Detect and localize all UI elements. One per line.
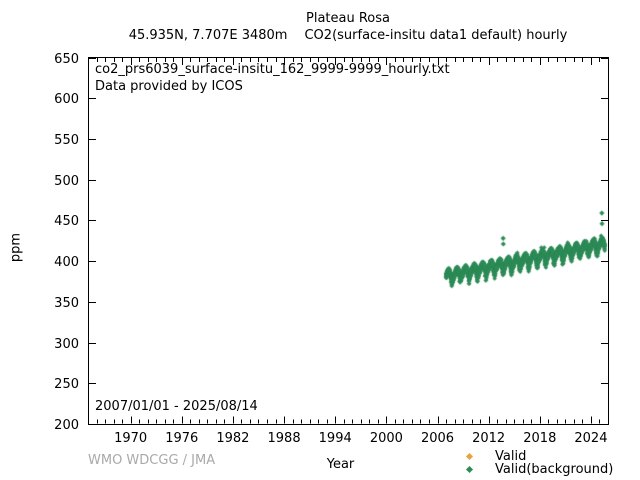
dataset-filename: co2_prs6039_surface-insitu_162_9999-9999… <box>95 62 450 77</box>
x-tick-label-2012: 2012 <box>472 431 505 446</box>
y-tick-label-650: 650 <box>54 52 79 67</box>
legend-item-valid-background: Valid(background) <box>463 462 614 477</box>
plot-subtitle: 45.935N, 7.707E 3480m CO2(surface-insitu… <box>88 28 608 43</box>
station-coordinates: 45.935N, 7.707E 3480m <box>128 28 288 43</box>
y-tick-label-450: 450 <box>54 214 79 229</box>
x-axis-label: Year <box>326 457 355 472</box>
y-tick-label-350: 350 <box>54 296 79 311</box>
legend-item-valid: Valid <box>463 449 613 464</box>
y-axis-label: ppm <box>8 232 24 263</box>
y-tick-label-300: 300 <box>54 337 79 352</box>
data-provider-note: Data provided by ICOS <box>95 79 243 94</box>
x-tick-label-1970: 1970 <box>114 431 147 446</box>
legend-label-valid: Valid <box>495 449 527 464</box>
dataset-annotation: co2_prs6039_surface-insitu_162_9999-9999… <box>95 61 450 95</box>
y-tick-label-500: 500 <box>54 174 79 189</box>
date-range-label: 2007/01/01 - 2025/08/14 <box>95 399 258 414</box>
x-tick-label-1976: 1976 <box>165 431 198 446</box>
x-tick-label-2024: 2024 <box>574 431 607 446</box>
parameter-description: CO2(surface-insitu data1 default) hourly <box>304 28 568 43</box>
x-tick-label-1988: 1988 <box>268 431 301 446</box>
x-tick-label-1982: 1982 <box>216 431 249 446</box>
y-tick-label-250: 250 <box>54 377 79 392</box>
x-tick-label-2000: 2000 <box>370 431 403 446</box>
y-tick-label-600: 600 <box>54 92 79 107</box>
attribution-label: WMO WDCGG / JMA <box>88 453 216 468</box>
x-tick-label-1994: 1994 <box>319 431 352 446</box>
x-tick-label-2018: 2018 <box>523 431 556 446</box>
y-tick-label-550: 550 <box>54 133 79 148</box>
valid-background-diamond-icon <box>465 465 474 474</box>
plot-title: Plateau Rosa <box>306 11 390 26</box>
y-tick-label-400: 400 <box>54 255 79 270</box>
legend: Valid Valid(background) <box>463 449 614 477</box>
valid-diamond-icon <box>465 452 474 461</box>
y-tick-label-200: 200 <box>54 418 79 433</box>
x-tick-label-2006: 2006 <box>421 431 454 446</box>
legend-label-valid-background: Valid(background) <box>495 462 614 477</box>
plot-frame <box>88 57 609 425</box>
